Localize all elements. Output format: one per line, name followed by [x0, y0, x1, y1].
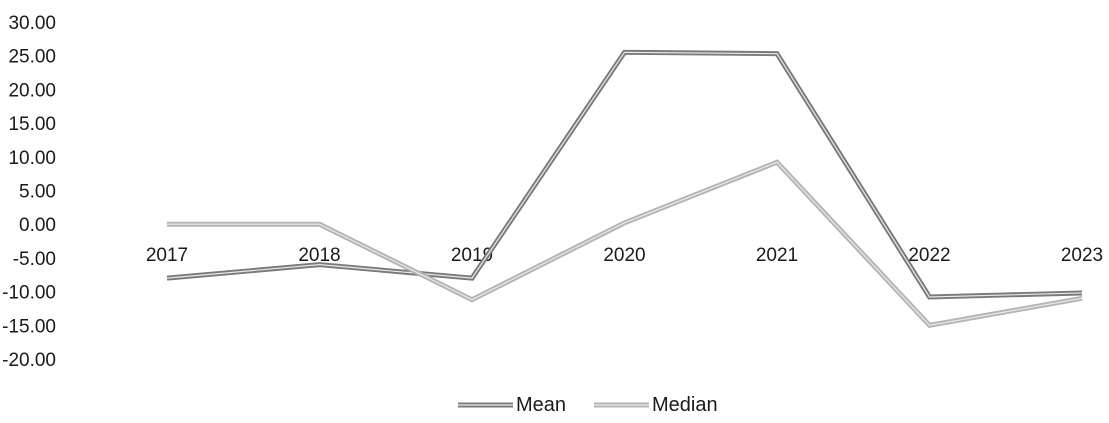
y-tick-label: 0.00 — [19, 215, 56, 236]
y-tick-label: 25.00 — [8, 47, 56, 68]
x-tick-label: 2017 — [146, 245, 188, 266]
series-line-outer — [167, 159, 1083, 328]
y-tick-label: -10.00 — [2, 283, 56, 304]
legend-label: Mean — [516, 394, 566, 416]
legend-item-median: Median — [594, 394, 718, 416]
x-tick-label: 2023 — [1061, 245, 1103, 266]
y-tick-label: 30.00 — [8, 13, 56, 34]
x-tick-label: 2018 — [298, 245, 340, 266]
x-axis: 2017 2018 2019 2020 2021 2022 2023 — [146, 245, 1103, 266]
y-tick-label: -5.00 — [13, 249, 56, 270]
y-tick-label: 10.00 — [8, 148, 56, 169]
series-line-inner — [167, 161, 1083, 326]
x-tick-label: 2021 — [756, 245, 798, 266]
y-axis: 30.00 25.00 20.00 15.00 10.00 5.00 0.00 -5.00 -1… — [2, 13, 56, 371]
y-tick-label: -15.00 — [2, 316, 56, 337]
y-tick-label: 20.00 — [8, 80, 56, 101]
y-tick-label: 5.00 — [19, 182, 56, 203]
legend-label: Median — [652, 394, 718, 416]
y-tick-label: -20.00 — [2, 350, 56, 371]
legend: Mean Median — [458, 394, 718, 416]
series-median-line — [166, 159, 1083, 328]
series-mean-line — [166, 49, 1083, 300]
x-tick-label: 2022 — [908, 245, 950, 266]
legend-item-mean: Mean — [458, 394, 566, 416]
y-tick-label: 15.00 — [8, 114, 56, 135]
x-tick-label: 2020 — [603, 245, 645, 266]
series-lines — [166, 49, 1083, 328]
